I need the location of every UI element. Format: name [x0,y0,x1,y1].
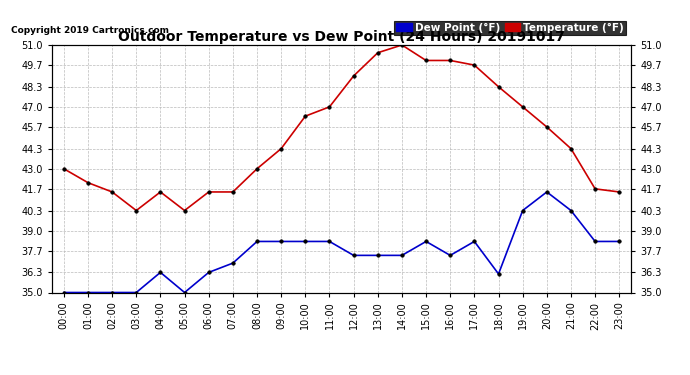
Text: Copyright 2019 Cartronics.com: Copyright 2019 Cartronics.com [11,26,169,35]
Legend: Dew Point (°F), Temperature (°F): Dew Point (°F), Temperature (°F) [394,21,626,35]
Title: Outdoor Temperature vs Dew Point (24 Hours) 20191017: Outdoor Temperature vs Dew Point (24 Hou… [118,30,565,44]
